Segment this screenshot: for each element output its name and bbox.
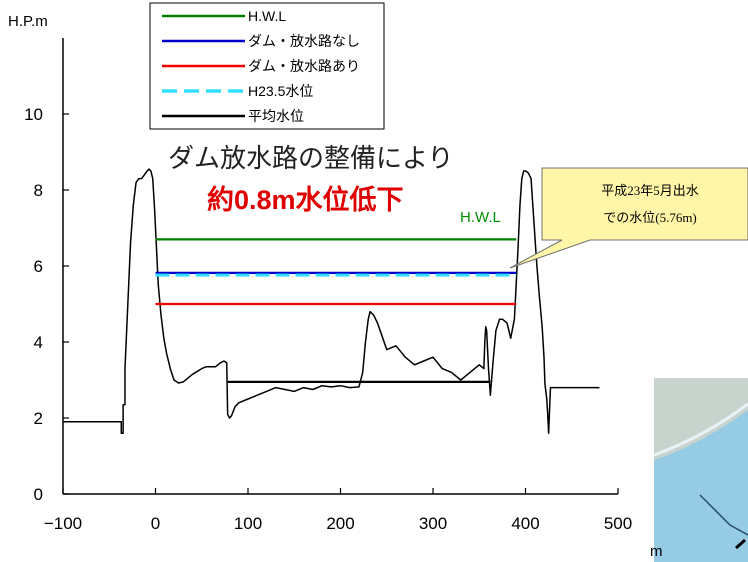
map-route-line [699, 494, 748, 536]
callout-box [509, 167, 748, 269]
annotation-text-1: ダム放水路の整備により [168, 144, 453, 173]
x-tick-label: 100 [234, 514, 262, 533]
map-arrow-mark [735, 538, 746, 550]
callout-text-2: での水位(5.76m) [603, 210, 697, 225]
hwl-label: H.W.L [460, 209, 501, 226]
x-tick-label: −100 [44, 514, 82, 533]
y-tick-label: 6 [34, 257, 43, 276]
y-tick-label: 2 [34, 409, 43, 428]
y-tick-label: 8 [34, 181, 43, 200]
map-inset [653, 378, 748, 562]
y-tick-label: 0 [34, 485, 43, 504]
x-tick-label: 300 [419, 514, 447, 533]
x-axis-label: m [650, 543, 663, 560]
map-water [654, 410, 748, 562]
legend-label-2: ダム・放水路あり [248, 58, 360, 74]
legend-label-1: ダム・放水路なし [248, 33, 360, 49]
x-tick-label: 500 [604, 514, 632, 533]
legend-label-4: 平均水位 [248, 108, 304, 124]
legend-label-3: H23.5水位 [248, 83, 313, 99]
river-cross-section-line [63, 168, 600, 434]
y-axis-label: H.P.m [8, 13, 48, 30]
callout-text-1: 平成23年5月出水 [601, 183, 699, 198]
legend-label-0: H.W.L [248, 8, 286, 24]
x-tick-label: 200 [326, 514, 354, 533]
x-tick-label: 0 [151, 514, 160, 533]
y-tick-label: 10 [24, 105, 43, 124]
annotation-text-2: 約0.8m水位低下 [207, 184, 404, 215]
map-shoreline [653, 402, 748, 457]
y-tick-label: 4 [34, 333, 43, 352]
x-tick-label: 400 [511, 514, 539, 533]
